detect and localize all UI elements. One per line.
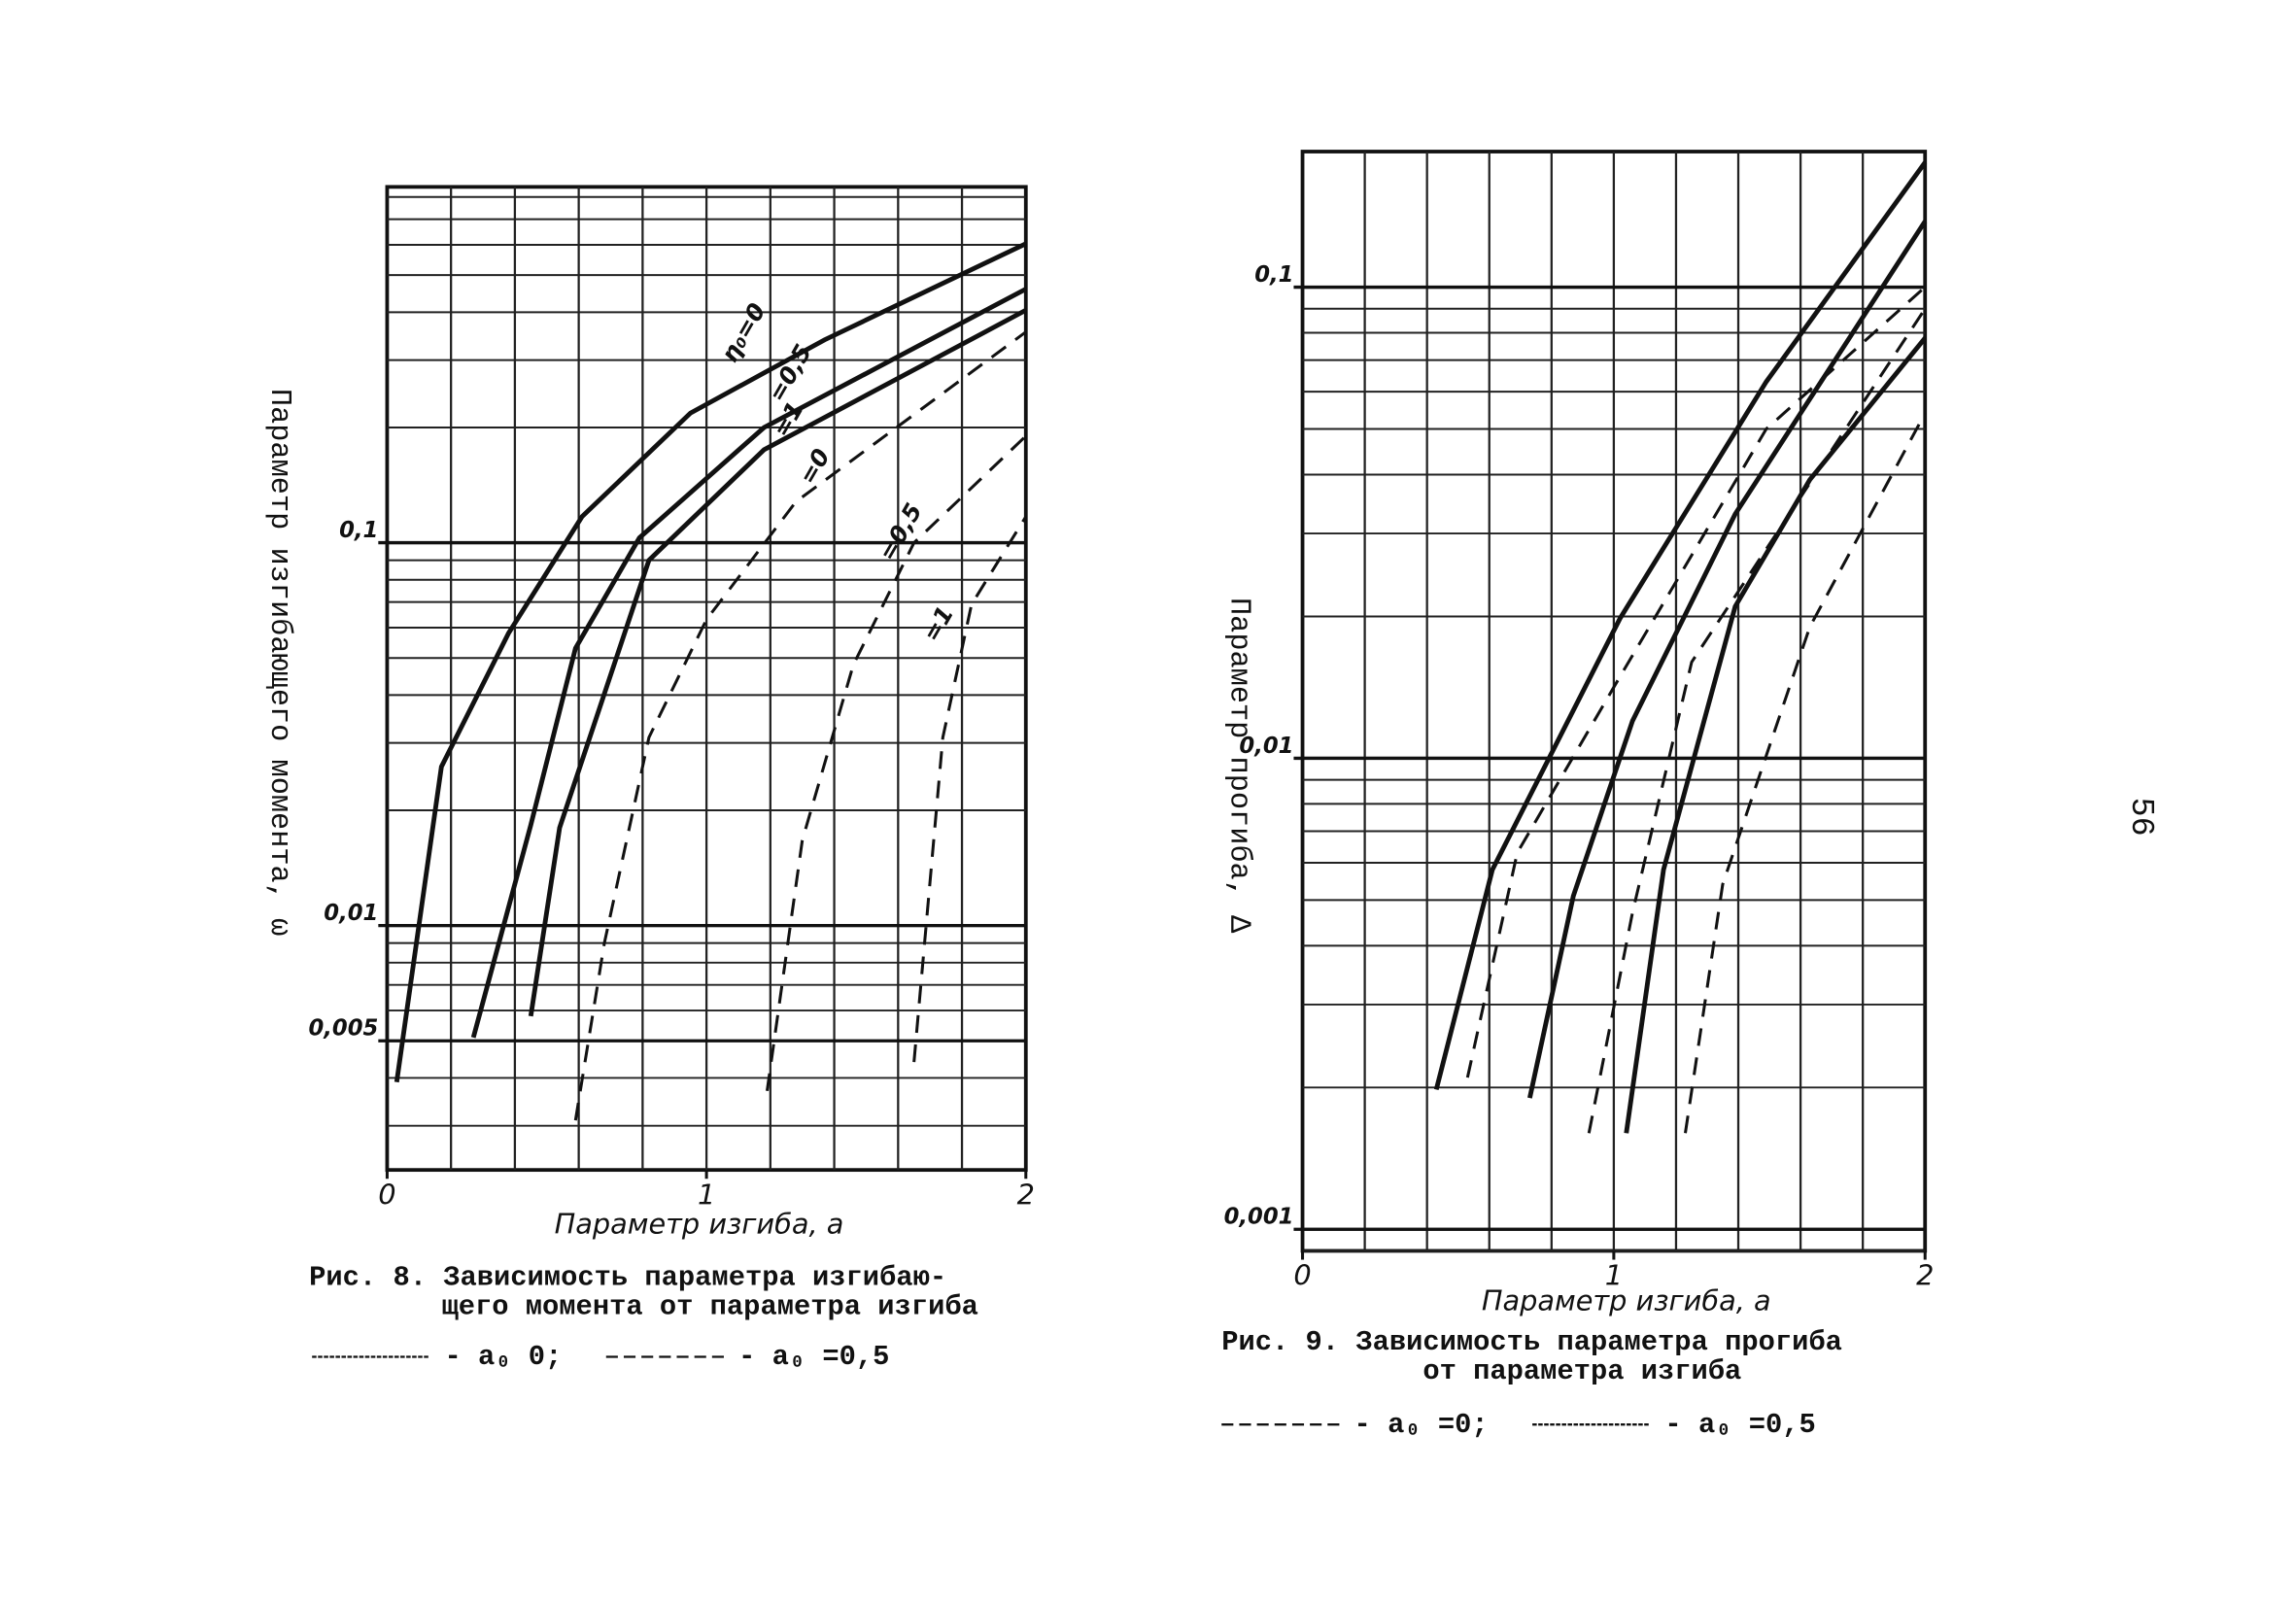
curve [912,515,1028,1063]
x-tick-label: 2 [1916,1259,1934,1292]
curve-label: =1 [917,601,959,646]
curve-label: =0 [794,444,836,489]
curve [766,434,1027,1092]
y-tick-label: 0,01 [324,901,378,926]
legend-label: - a₀ =0; [1354,1409,1489,1441]
curve [470,287,1027,1039]
caption: от параметра изгиба [1422,1355,1741,1387]
legend-label: - a₀ 0; [444,1341,562,1373]
y-tick-label: 0,1 [339,518,378,543]
curve [1433,160,1928,1091]
curve-label: =1 [768,397,809,442]
legend-label: - a₀ =0,5 [1664,1409,1815,1441]
page-number: 56 [2122,798,2159,837]
y-tick-label: 0,1 [1254,262,1293,288]
legend-label: - a₀ =0,5 [738,1341,889,1373]
curve-label: η₀=0 [716,298,771,366]
y-axis-label: Параметр изгибающего момента, ω [262,389,295,936]
curve [1624,336,1928,1134]
x-tick-label: 0 [1293,1259,1311,1292]
chart: 0,005 0,01 0,1 0 1 2 Параметр изгибающего моме… [262,185,1035,1373]
y-axis-label: Параметр прогиба, Δ [1221,598,1254,933]
curve-label: =0,5 [874,498,928,565]
caption: щего момента от параметра изгиба [441,1291,977,1323]
x-axis-label: Параметр изгиба, a [555,1208,844,1241]
curve [573,330,1027,1121]
chart: 0,001 0,01 0,1 0 1 2 Параметр прогиба, Δ Параме… [1221,150,1934,1441]
x-axis-label: Параметр изгиба, a [1482,1283,1771,1316]
caption: Рис. 8. Зависимость параметра изгибаю- [309,1261,946,1293]
y-tick-label: 0,01 [1239,734,1293,759]
x-tick-label: 1 [698,1178,715,1211]
y-tick-label: 0,001 [1224,1205,1294,1230]
y-tick-label: 0,005 [309,1016,379,1042]
x-tick-label: 0 [378,1178,395,1211]
x-tick-label: 2 [1017,1178,1035,1211]
curve [1465,286,1927,1078]
caption: Рис. 9. Зависимость параметра прогиба [1221,1326,1842,1358]
curve [1587,307,1927,1134]
x-tick-label: 1 [1605,1259,1623,1292]
curve [1527,220,1928,1099]
curve [394,241,1027,1083]
curve [528,308,1027,1017]
curve [1684,412,1927,1134]
